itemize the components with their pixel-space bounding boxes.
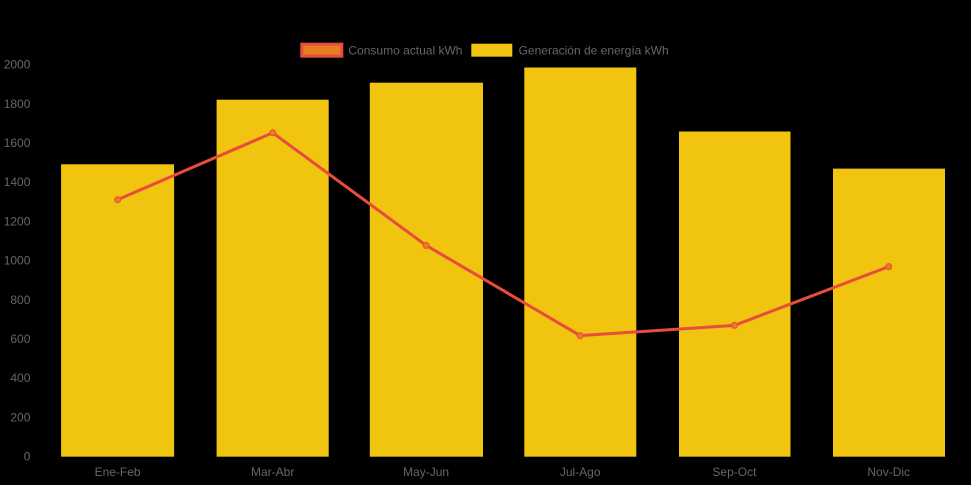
svg-text:1600: 1600 — [4, 136, 31, 150]
svg-text:May-Jun: May-Jun — [403, 465, 449, 479]
svg-text:Ene-Feb: Ene-Feb — [95, 465, 141, 479]
svg-text:1400: 1400 — [4, 175, 31, 189]
svg-text:Mar-Abr: Mar-Abr — [251, 465, 294, 479]
svg-text:1800: 1800 — [4, 97, 31, 111]
svg-text:0: 0 — [24, 450, 31, 464]
svg-text:Sep-Oct: Sep-Oct — [712, 465, 757, 479]
svg-text:200: 200 — [10, 410, 30, 424]
svg-text:Generación de energía kWh: Generación de energía kWh — [519, 43, 669, 57]
svg-text:800: 800 — [10, 293, 30, 307]
svg-text:1200: 1200 — [4, 214, 31, 228]
svg-text:400: 400 — [10, 371, 30, 385]
svg-text:Jul-Ago: Jul-Ago — [560, 465, 601, 479]
svg-text:Consumo actual kWh: Consumo actual kWh — [348, 43, 462, 57]
svg-text:600: 600 — [10, 332, 30, 346]
svg-text:2000: 2000 — [4, 58, 31, 72]
svg-text:Nov-Dic: Nov-Dic — [867, 465, 910, 479]
svg-text:1000: 1000 — [4, 254, 31, 268]
